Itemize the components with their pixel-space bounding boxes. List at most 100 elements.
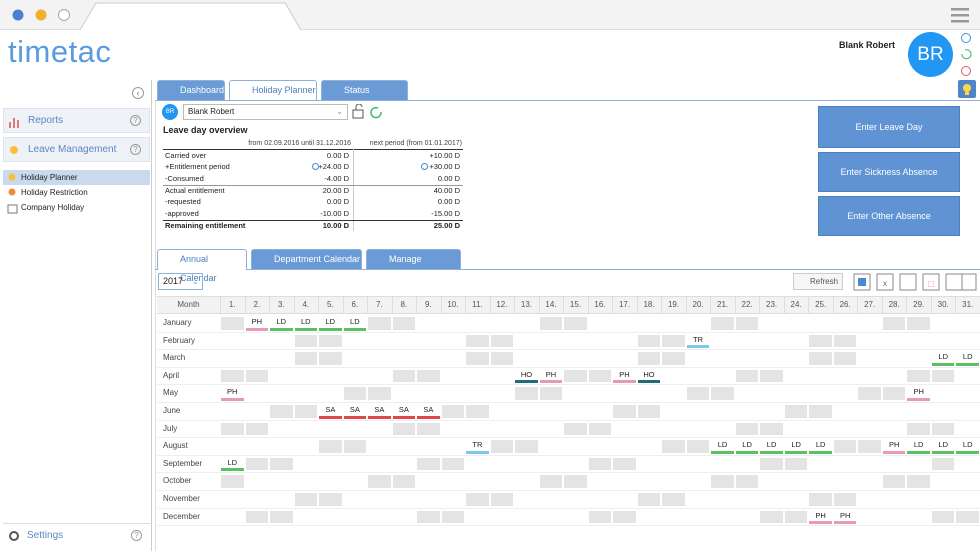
day-header: 23. [766,300,778,309]
weekend-cell [760,457,783,471]
tab[interactable]: Status overview [321,80,408,114]
year-select[interactable]: 2017 ⌄ [158,273,203,290]
weekend-cell [931,510,955,524]
weekend-cell [613,405,636,418]
user-avatar[interactable]: BR [908,32,953,77]
sidebar: ‹ Reports? Leave Management? Holiday Pla… [0,80,152,551]
employee-select[interactable]: Blank Robert ⌄ [183,104,348,120]
column-line [832,296,834,314]
absence-cell[interactable]: LD [270,316,293,331]
weekend-cell [270,405,293,418]
weekend-cell [539,475,563,488]
weekend-cell [637,334,661,348]
absence-cell[interactable]: PH [809,509,832,525]
menu-item[interactable]: Leave Management? [3,137,150,162]
absence-cell[interactable]: LD [735,439,759,454]
export-icons[interactable]: x ⬚ [853,273,978,291]
day-header: 10. [447,300,459,309]
absence-cell[interactable]: HO [637,368,661,384]
absence-cell[interactable]: LD [319,316,342,331]
column-line [318,296,320,314]
weekend-cell [858,387,881,400]
tab[interactable]: Dashboard [157,80,225,100]
weekend-cell [270,510,293,524]
absence-cell[interactable]: LD [343,316,367,331]
absence-cell[interactable]: PH [882,439,906,454]
absence-cell[interactable]: LD [294,316,318,331]
absence-cell[interactable]: LD [956,439,979,454]
submenu-item[interactable]: Holiday Restriction [21,188,88,197]
subtab[interactable]: Manage Requests [366,249,461,283]
absence-cell[interactable]: PH [539,368,563,384]
weekend-cell [711,317,734,330]
employee-avatar: BR [162,104,178,120]
submenu-item[interactable]: Company Holiday [21,203,85,212]
menu-label: Leave Management [28,144,117,155]
action-button[interactable]: Enter Leave Day [818,106,960,148]
subtab-active[interactable]: Annual Calendar [157,249,247,283]
weekend-cell [907,475,930,488]
collapse-button[interactable]: ‹ [132,87,144,99]
header-row [157,296,980,314]
action-button[interactable]: Enter Other Absence [818,196,960,236]
day-header: 16. [594,300,606,309]
absence-cell[interactable]: LD [711,439,734,454]
absence-cell[interactable]: LD [907,439,930,454]
absence-cell[interactable]: SA [417,404,440,419]
row-value: -4.00 D [324,173,349,183]
column-line [465,296,467,314]
weekend-cell [319,493,342,506]
day-header: 9. [425,300,432,309]
column-header: next period (from 01.01.2017) [369,140,462,147]
action-button[interactable]: Enter Sickness Absence [818,152,960,192]
absence-cell[interactable]: LD [760,439,783,454]
absence-cell[interactable]: LD [956,351,979,366]
weekend-cell [809,405,832,418]
submenu-item[interactable]: Holiday Planner [3,170,150,185]
absence-cell[interactable]: TR [466,439,489,454]
header-icons[interactable] [958,30,976,80]
absence-cell[interactable]: PH [221,386,244,401]
row-value: +10.00 D [429,151,460,160]
weekend-cell [735,369,759,383]
menu-item[interactable]: Reports? [3,108,150,133]
logo[interactable]: timetac [8,34,112,69]
day-header: 24. [790,300,802,309]
column-line [416,296,418,314]
absence-cell[interactable]: SA [319,404,342,419]
absence-cell[interactable]: SA [392,404,416,419]
absence-cell[interactable]: LD [809,439,832,454]
absence-cell[interactable]: LD [931,439,955,454]
weekend-cell [343,387,367,400]
settings-item[interactable]: Settings? [3,523,150,548]
refresh-button[interactable]: Refresh [793,273,843,290]
subtab[interactable]: Department Calendar [251,249,362,269]
absence-cell[interactable]: PH [907,386,930,401]
row-value: 25.00 D [433,220,460,230]
weekend-cell [539,317,563,330]
weekend-cell [760,510,783,524]
column-line [538,296,540,314]
lock-refresh-icons[interactable] [352,104,384,120]
row-label: +Entitlement period [165,162,230,172]
absence-cell[interactable]: LD [221,456,244,472]
absence-cell[interactable]: HO [515,368,538,384]
weekend-cell [907,422,930,436]
weekend-cell [711,475,734,488]
tip-button[interactable] [958,80,976,98]
weekend-cell [882,387,906,400]
absence-cell[interactable]: SA [368,404,391,419]
column-line [269,296,271,314]
absence-cell[interactable]: PH [613,368,636,384]
row-value: 10.00 D [322,220,349,230]
absence-cell[interactable]: LD [784,439,808,454]
absence-cell[interactable]: SA [343,404,367,419]
absence-cell[interactable]: PH [245,316,269,331]
absence-cell[interactable]: TR [686,333,710,349]
column-line [783,296,785,314]
tab-active[interactable]: Holiday Planner [229,80,317,101]
browser-bar [0,0,980,31]
absence-cell[interactable]: PH [833,509,857,525]
weekend-cell [515,387,538,400]
absence-cell[interactable]: LD [931,351,955,366]
